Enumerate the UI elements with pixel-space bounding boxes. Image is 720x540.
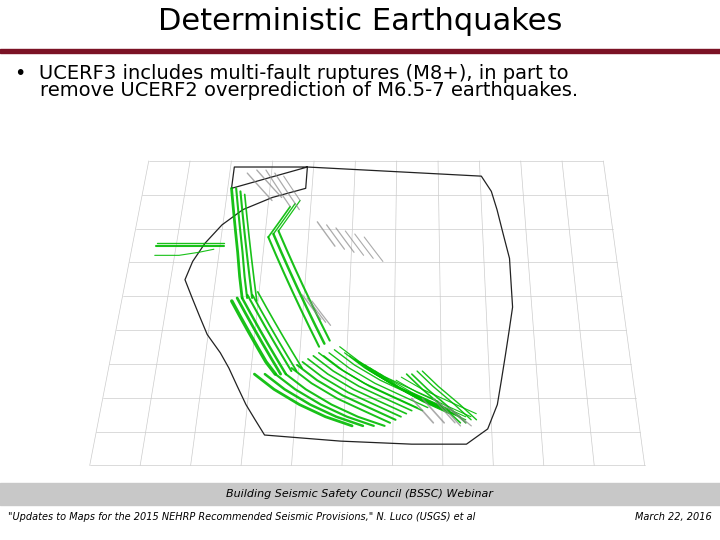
Text: •  UCERF3 includes multi-fault ruptures (M8+), in part to: • UCERF3 includes multi-fault ruptures (… [15,64,569,83]
Bar [0,0,720,50]
Text: Deterministic Earthquakes: Deterministic Earthquakes [158,8,562,37]
Bar [0,49,720,53]
Text: remove UCERF2 overprediction of M6.5-7 earthquakes.: remove UCERF2 overprediction of M6.5-7 e… [15,81,578,100]
Text: March 22, 2016: March 22, 2016 [635,512,712,522]
Text: "Updates to Maps for the 2015 NEHRP Recommended Seismic Provisions," N. Luco (US: "Updates to Maps for the 2015 NEHRP Reco… [8,512,475,522]
Bar [0,483,720,505]
Text: Building Seismic Safety Council (BSSC) Webinar: Building Seismic Safety Council (BSSC) W… [227,489,493,499]
